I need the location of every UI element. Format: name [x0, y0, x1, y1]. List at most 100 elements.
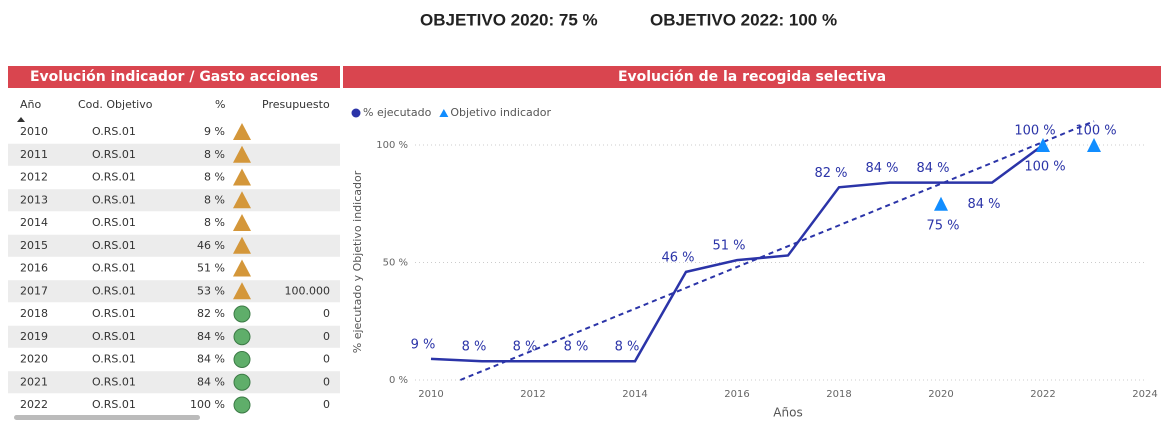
- cell: O.RS.01: [92, 284, 136, 297]
- x-tick-label: 2012: [520, 389, 545, 400]
- data-label: 51 %: [712, 239, 745, 254]
- cell: 9 %: [204, 125, 225, 138]
- data-label: 100 %: [1075, 124, 1116, 139]
- column-header: Cod. Objetivo: [78, 98, 153, 111]
- cell: O.RS.01: [92, 262, 136, 275]
- data-label: 9 %: [411, 337, 436, 352]
- cell: 2017: [20, 284, 48, 297]
- cell: O.RS.01: [92, 193, 136, 206]
- status-icon: [233, 282, 251, 300]
- legend-marker: [351, 108, 361, 118]
- cell: 8 %: [204, 193, 225, 206]
- cell: 2018: [20, 307, 48, 320]
- row-bg: [8, 371, 340, 394]
- data-label: 84 %: [865, 161, 898, 176]
- cell: 8 %: [204, 148, 225, 161]
- cell: 2020: [20, 353, 48, 366]
- row-bg: [8, 325, 340, 348]
- legend-label: % ejecutado: [363, 106, 432, 119]
- row-bg: [8, 280, 340, 303]
- legend-label: Objetivo indicador: [450, 106, 551, 119]
- cell: 2021: [20, 375, 48, 388]
- cell: 0: [323, 375, 330, 388]
- cell: 8 %: [204, 171, 225, 184]
- cell: O.RS.01: [92, 148, 136, 161]
- data-label: 84 %: [916, 161, 949, 176]
- row-bg: [8, 143, 340, 166]
- cell: 2022: [20, 398, 48, 411]
- cell: 46 %: [197, 239, 225, 252]
- status-icon: [233, 145, 251, 163]
- status-icon: [233, 191, 251, 209]
- cell: O.RS.01: [92, 216, 136, 229]
- marker: [1036, 138, 1050, 152]
- x-tick-label: 2020: [928, 389, 953, 400]
- chart-title: Evolución de la recogida selectiva: [618, 69, 886, 85]
- x-tick-label: 2014: [622, 389, 647, 400]
- cell: 0: [323, 398, 330, 411]
- cell: 2014: [20, 216, 48, 229]
- status-icon: [233, 373, 251, 391]
- x-axis-label: Años: [773, 406, 802, 420]
- legend-marker: [439, 109, 449, 117]
- status-icon: [233, 396, 251, 414]
- column-header: Presupuesto: [262, 98, 330, 111]
- marker: [1087, 138, 1101, 152]
- cell: O.RS.01: [92, 398, 136, 411]
- table-title: Evolución indicador / Gasto acciones: [30, 69, 318, 85]
- x-tick-label: 2018: [826, 389, 851, 400]
- cell: 84 %: [197, 330, 225, 343]
- line: [430, 143, 1044, 363]
- data-label: 100 %: [1014, 124, 1055, 139]
- status-icon: [233, 123, 251, 140]
- cell: 2011: [20, 148, 48, 161]
- cell: O.RS.01: [92, 171, 136, 184]
- sort-arrow: [17, 117, 25, 122]
- marker: [934, 196, 948, 211]
- column-header: %: [215, 98, 225, 111]
- x-tick-label: 2010: [418, 389, 443, 400]
- x-tick-label: 2022: [1030, 389, 1055, 400]
- title-bar: [8, 66, 340, 88]
- y-axis-label: % ejecutado y Objetivo indicador: [351, 170, 364, 353]
- cell: 0: [323, 330, 330, 343]
- data-label: 84 %: [967, 197, 1000, 212]
- cell: 8 %: [204, 216, 225, 229]
- cell: 100 %: [190, 398, 225, 411]
- data-label: 8 %: [615, 340, 640, 355]
- data-label: 8 %: [513, 340, 538, 355]
- y-tick-label: 50 %: [383, 258, 408, 269]
- data-label: 82 %: [814, 166, 847, 181]
- cell: 2016: [20, 262, 48, 275]
- cell: 84 %: [197, 353, 225, 366]
- status-icon: [233, 168, 251, 186]
- status-icon: [233, 259, 251, 277]
- cell: 2013: [20, 193, 48, 206]
- goal: OBJETIVO 2022: 100 %: [650, 10, 837, 29]
- cell: 0: [323, 353, 330, 366]
- cell: 84 %: [197, 375, 225, 388]
- cell: 51 %: [197, 262, 225, 275]
- x-tick-label: 2024: [1132, 389, 1157, 400]
- data-label: 46 %: [661, 250, 694, 265]
- cell: 2012: [20, 171, 48, 184]
- cell: 2010: [20, 125, 48, 138]
- data-label: 8 %: [462, 340, 487, 355]
- cell: O.RS.01: [92, 239, 136, 252]
- data-label: 100 %: [1024, 160, 1065, 175]
- cell: 53 %: [197, 284, 225, 297]
- cell: O.RS.01: [92, 125, 136, 138]
- cell: 82 %: [197, 307, 225, 320]
- scrollbar[interactable]: [14, 415, 200, 420]
- y-tick-label: 0 %: [389, 375, 408, 386]
- data-label: 8 %: [564, 340, 589, 355]
- row-bg: [8, 234, 340, 257]
- column-header: Año: [20, 98, 41, 111]
- cell: 2015: [20, 239, 48, 252]
- status-icon: [233, 214, 251, 231]
- title-bar: [343, 66, 1161, 88]
- status-icon: [233, 328, 251, 346]
- goal: OBJETIVO 2020: 75 %: [420, 10, 598, 29]
- y-tick-label: 100 %: [376, 140, 408, 151]
